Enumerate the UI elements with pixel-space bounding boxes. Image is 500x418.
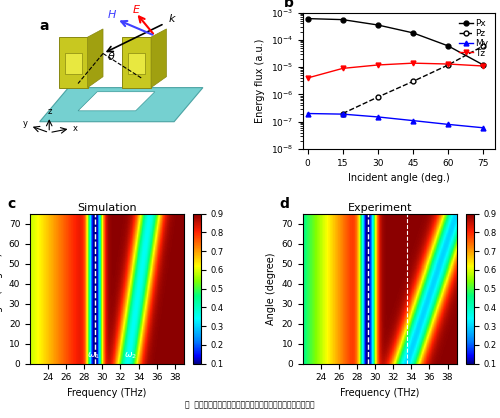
Text: c: c bbox=[7, 196, 15, 211]
Polygon shape bbox=[122, 37, 151, 88]
Bar bbox=[64, 54, 82, 74]
Px bbox=[410, 31, 416, 36]
Pz bbox=[375, 94, 381, 99]
Title: Simulation: Simulation bbox=[77, 203, 136, 213]
Text: $\omega_1$: $\omega_1$ bbox=[87, 351, 101, 361]
Pz bbox=[480, 43, 486, 48]
My bbox=[410, 118, 416, 123]
My bbox=[340, 112, 345, 117]
Text: x: x bbox=[72, 124, 78, 133]
Tz bbox=[375, 62, 381, 67]
Px bbox=[340, 17, 345, 22]
Pz bbox=[340, 111, 345, 116]
Tz bbox=[410, 61, 416, 66]
Y-axis label: Angle (degree): Angle (degree) bbox=[0, 252, 3, 325]
Text: a: a bbox=[40, 19, 49, 33]
Text: z: z bbox=[48, 107, 52, 116]
Tz bbox=[480, 64, 486, 69]
X-axis label: Frequency (THz): Frequency (THz) bbox=[67, 388, 146, 398]
X-axis label: Frequency (THz): Frequency (THz) bbox=[340, 388, 419, 398]
My bbox=[375, 115, 381, 120]
Tz bbox=[304, 76, 310, 81]
Polygon shape bbox=[88, 29, 103, 88]
Text: d: d bbox=[280, 196, 289, 211]
Line: Px: Px bbox=[305, 16, 486, 67]
Tz bbox=[445, 61, 451, 66]
Text: $\theta$: $\theta$ bbox=[107, 50, 116, 62]
Text: $H$: $H$ bbox=[107, 8, 117, 20]
X-axis label: Incident angle (deg.): Incident angle (deg.) bbox=[348, 173, 450, 184]
Text: 图  斜入射激励时样品的多极矩随射程角和不同角度下的透过谱: 图 斜入射激励时样品的多极矩随射程角和不同角度下的透过谱 bbox=[185, 400, 315, 410]
Polygon shape bbox=[40, 88, 203, 122]
Line: My: My bbox=[305, 111, 486, 130]
Title: Experiment: Experiment bbox=[348, 203, 412, 213]
Polygon shape bbox=[59, 37, 88, 88]
Px bbox=[480, 62, 486, 67]
Line: Tz: Tz bbox=[305, 61, 486, 80]
Px bbox=[445, 43, 451, 48]
Text: b: b bbox=[284, 0, 294, 10]
Px bbox=[375, 23, 381, 28]
Tz bbox=[340, 66, 345, 71]
My bbox=[304, 111, 310, 116]
My bbox=[480, 125, 486, 130]
Text: $E$: $E$ bbox=[132, 3, 141, 15]
Text: $\omega_2$: $\omega_2$ bbox=[124, 351, 137, 361]
Polygon shape bbox=[151, 29, 166, 88]
Line: Pz: Pz bbox=[340, 43, 486, 116]
Text: y: y bbox=[22, 119, 28, 128]
Y-axis label: Energy flux (a.u.): Energy flux (a.u.) bbox=[255, 38, 265, 123]
Px bbox=[304, 16, 310, 21]
Legend: Px, Pz, My, Tz: Px, Pz, My, Tz bbox=[458, 17, 490, 59]
Pz bbox=[445, 62, 451, 67]
Pz bbox=[410, 79, 416, 84]
Polygon shape bbox=[78, 92, 155, 111]
Bar bbox=[128, 54, 146, 74]
Text: $k$: $k$ bbox=[168, 12, 177, 24]
My bbox=[445, 122, 451, 127]
Y-axis label: Angle (degree): Angle (degree) bbox=[266, 252, 276, 325]
